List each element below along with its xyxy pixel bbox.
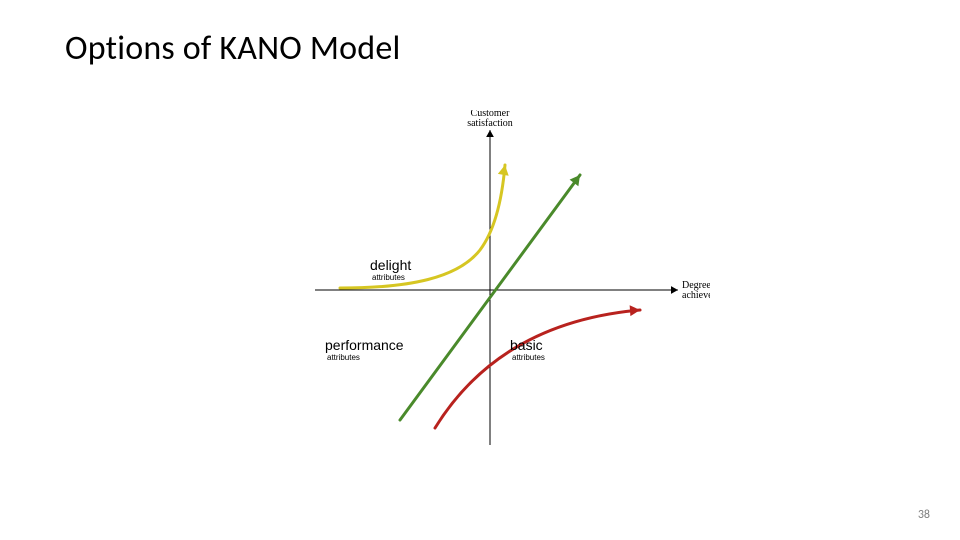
delight-label: delight — [370, 257, 411, 273]
basic-sublabel: attributes — [512, 353, 545, 362]
basic-label: basic — [510, 337, 543, 353]
basic-curve — [435, 310, 640, 428]
delight-sublabel: attributes — [372, 273, 405, 282]
performance-sublabel: attributes — [327, 353, 360, 362]
y-axis-label-line2: satisfaction — [467, 118, 513, 129]
performance-label: performance — [325, 337, 404, 353]
page-title: Options of KANO Model — [65, 28, 400, 69]
delight-curve — [340, 165, 505, 288]
page-number: 38 — [918, 508, 930, 522]
x-axis-label-line2: achievement — [682, 290, 710, 301]
kano-chart: CustomersatisfactionDegree ofachievement… — [280, 110, 710, 470]
